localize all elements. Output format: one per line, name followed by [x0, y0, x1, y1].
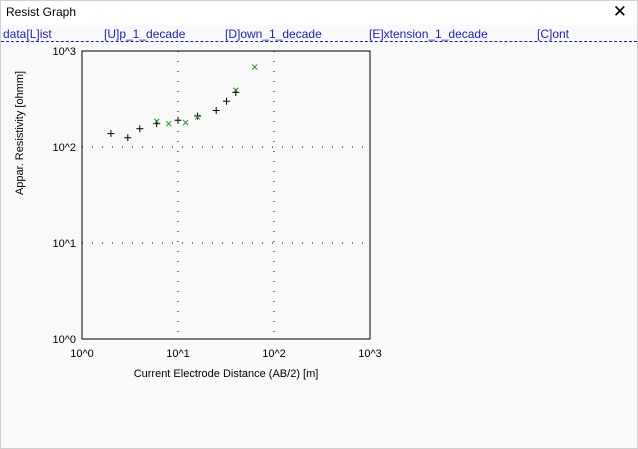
close-icon[interactable]: ✕ — [612, 2, 627, 21]
x-axis-label: Current Electrode Distance (AB/2) [m] — [134, 368, 319, 380]
cross-marker — [153, 118, 160, 125]
cross-marker — [182, 119, 189, 126]
cross-marker — [232, 87, 239, 94]
plus-marker — [124, 134, 132, 142]
x-tick-label: 10^2 — [262, 348, 286, 360]
plus-marker — [222, 97, 230, 105]
menu-item-extension-1-decade[interactable]: [E]xtension_1_decade — [369, 27, 488, 41]
x-tick-label: 10^1 — [166, 348, 190, 360]
x-tick-labels: 10^0 10^1 10^2 10^3 — [70, 348, 382, 360]
cross-marker — [165, 120, 172, 127]
y-tick-label: 10^3 — [52, 46, 76, 58]
y-tick-label: 10^0 — [52, 334, 76, 346]
plus-marker — [194, 112, 202, 120]
grid — [82, 51, 370, 339]
data-points — [107, 64, 258, 142]
menu-bar: data[L]ist [U]p_1_decade [D]own_1_decade… — [1, 25, 637, 42]
menu-item-down-1-decade[interactable]: [D]own_1_decade — [225, 27, 322, 41]
title-bar: Resist Graph ✕ — [1, 1, 637, 25]
plus-marker — [107, 130, 115, 138]
y-axis-label: Appar. Resistivity [ohmm] — [14, 71, 26, 195]
y-tick-label: 10^1 — [52, 238, 76, 250]
plus-marker — [174, 116, 182, 124]
x-tick-label: 10^0 — [70, 348, 94, 360]
y-tick-labels: 10^0 10^1 10^2 10^3 — [52, 46, 76, 346]
menu-item-up-1-decade[interactable]: [U]p_1_decade — [104, 27, 186, 41]
x-tick-label: 10^3 — [358, 348, 382, 360]
y-tick-label: 10^2 — [52, 142, 76, 154]
plus-marker — [136, 125, 144, 133]
cross-marker — [251, 64, 258, 70]
menu-item-data-list[interactable]: data[L]ist — [3, 27, 52, 41]
cross-marker — [194, 114, 201, 120]
plot-frame — [81, 50, 371, 340]
window-title: Resist Graph — [6, 5, 77, 19]
plus-marker — [212, 106, 220, 114]
menu-item-cont[interactable]: [C]ont — [537, 27, 570, 41]
